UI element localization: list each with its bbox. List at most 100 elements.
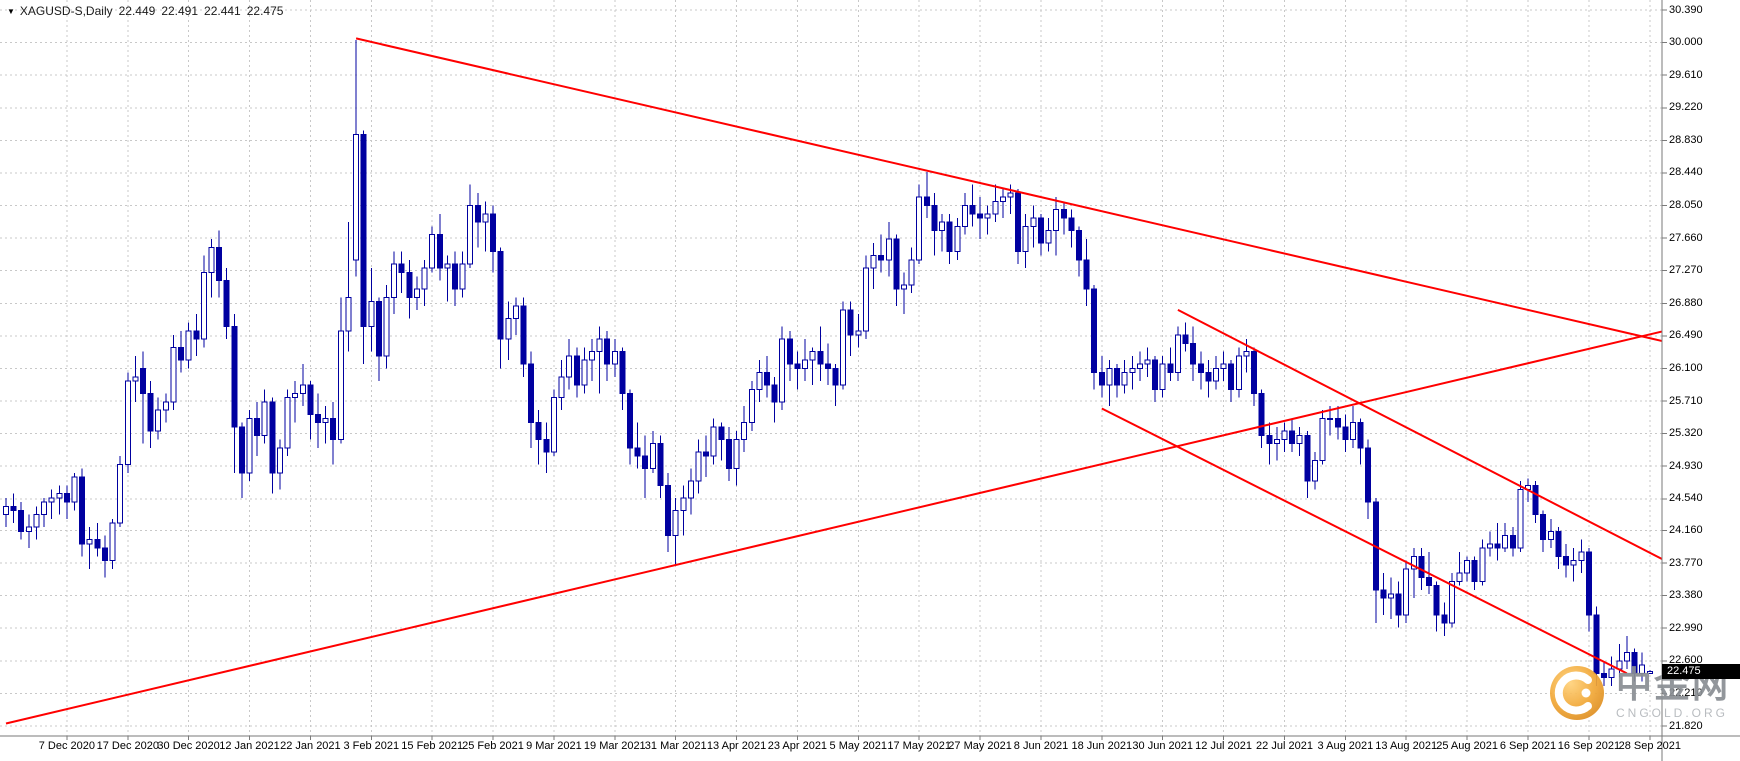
candle bbox=[779, 326, 786, 411]
candle bbox=[687, 468, 694, 515]
time-axis[interactable]: 7 Dec 2020 17 Dec 2020 30 Dec 2020 12 Jan 2… bbox=[0, 740, 1740, 761]
time-axis-label: 16 Sep 2021 bbox=[1557, 740, 1621, 752]
trendline-channel-upper[interactable] bbox=[1177, 309, 1665, 561]
candle bbox=[1182, 322, 1189, 352]
candle bbox=[482, 201, 489, 252]
candle bbox=[1578, 539, 1585, 574]
candle bbox=[1220, 351, 1227, 381]
candle bbox=[307, 380, 314, 440]
candle bbox=[710, 418, 717, 465]
candle bbox=[558, 360, 565, 411]
candle bbox=[1334, 406, 1341, 440]
candle bbox=[748, 380, 755, 432]
candle bbox=[604, 330, 611, 381]
time-axis-label: 25 Aug 2021 bbox=[1436, 740, 1498, 752]
candle bbox=[550, 389, 557, 457]
candle bbox=[1494, 523, 1501, 561]
ohlc-close-value: 22.475 bbox=[246, 4, 284, 18]
price-axis-label: 30.000 bbox=[1669, 36, 1703, 49]
price-axis-label: 27.660 bbox=[1669, 231, 1703, 244]
price-axis-label: 26.490 bbox=[1669, 329, 1703, 342]
candle bbox=[573, 347, 580, 398]
candle bbox=[1129, 355, 1136, 390]
candle bbox=[794, 351, 801, 390]
candle bbox=[170, 335, 177, 411]
candle bbox=[1502, 523, 1509, 553]
candle bbox=[649, 431, 656, 473]
time-axis-label: 31 Mar 2021 bbox=[644, 740, 707, 752]
candle bbox=[1639, 652, 1646, 682]
time-axis-label: 13 Apr 2021 bbox=[706, 740, 767, 752]
time-axis-label: 19 Mar 2021 bbox=[583, 740, 646, 752]
candle bbox=[1098, 355, 1105, 398]
price-axis-label: 24.540 bbox=[1669, 492, 1703, 505]
current-price-tag: 22.475 bbox=[1662, 663, 1740, 679]
candle bbox=[1563, 543, 1569, 578]
candle bbox=[984, 205, 991, 235]
time-axis-label: 22 Jan 2021 bbox=[280, 740, 341, 752]
candle bbox=[41, 497, 48, 528]
candle bbox=[353, 40, 360, 277]
time-axis-label: 3 Aug 2021 bbox=[1317, 740, 1374, 752]
candle bbox=[124, 372, 131, 473]
candle bbox=[284, 389, 291, 457]
candle bbox=[1296, 426, 1303, 457]
candle bbox=[360, 130, 367, 365]
candle bbox=[436, 213, 443, 281]
candle bbox=[48, 489, 55, 519]
trendline-descending-resistance[interactable] bbox=[355, 37, 1665, 343]
candle bbox=[18, 502, 25, 540]
candle bbox=[1441, 602, 1448, 636]
candle bbox=[155, 397, 162, 440]
candle bbox=[1357, 418, 1364, 465]
candle bbox=[63, 485, 70, 519]
candle bbox=[862, 255, 869, 340]
candle bbox=[1144, 347, 1151, 377]
time-axis-label: 25 Feb 2021 bbox=[462, 740, 524, 752]
candle bbox=[901, 272, 907, 315]
candle bbox=[657, 435, 664, 498]
candle bbox=[162, 393, 169, 423]
candle bbox=[1022, 213, 1029, 269]
time-axis-label: 17 May 2021 bbox=[887, 740, 951, 752]
candle bbox=[246, 410, 253, 482]
candle bbox=[330, 401, 337, 465]
candle bbox=[1540, 510, 1547, 553]
candle bbox=[1228, 360, 1235, 402]
price-axis[interactable]: 30.390 30.000 29.610 29.220 28.830 28.440 28.0… bbox=[1662, 0, 1740, 761]
candle bbox=[132, 355, 139, 402]
candle bbox=[1403, 560, 1410, 624]
candle bbox=[1593, 606, 1600, 686]
price-axis-label: 28.830 bbox=[1669, 133, 1703, 146]
candle bbox=[672, 497, 679, 565]
candle bbox=[1053, 197, 1060, 256]
price-axis-label: 25.710 bbox=[1669, 394, 1703, 407]
price-axis-label: 24.160 bbox=[1669, 524, 1703, 536]
candle bbox=[406, 259, 413, 319]
one-click-trading-arrow-icon[interactable]: ▼ bbox=[7, 6, 15, 16]
time-axis-label: 12 Jul 2021 bbox=[1195, 740, 1253, 752]
trendline-ascending-support[interactable] bbox=[5, 330, 1665, 725]
candle bbox=[802, 339, 809, 381]
candle bbox=[413, 276, 420, 310]
candle bbox=[1388, 577, 1394, 620]
candle bbox=[1083, 238, 1090, 306]
price-axis-label: 29.220 bbox=[1669, 101, 1703, 114]
candle bbox=[1136, 351, 1143, 381]
candle bbox=[398, 251, 405, 294]
candle bbox=[939, 213, 945, 252]
candle bbox=[566, 339, 573, 390]
time-axis-label: 17 Dec 2020 bbox=[96, 740, 159, 752]
candle bbox=[1570, 548, 1577, 582]
trendline-channel-lower[interactable] bbox=[1101, 407, 1628, 675]
candle bbox=[1517, 481, 1524, 553]
candle bbox=[1601, 660, 1608, 686]
candle bbox=[1015, 188, 1022, 264]
candle bbox=[490, 205, 496, 273]
candle bbox=[665, 472, 672, 553]
watermark-site-domain: CNGOLD.ORG bbox=[1615, 705, 1728, 720]
candle bbox=[79, 468, 86, 557]
candle bbox=[444, 255, 451, 302]
candle bbox=[1213, 355, 1219, 390]
